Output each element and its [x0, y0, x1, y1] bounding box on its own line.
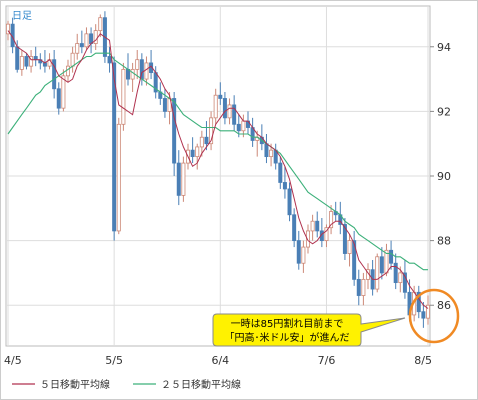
candle-body-down: [287, 188, 292, 216]
candle-body-down: [421, 311, 426, 319]
y-tick-label: 88: [437, 235, 451, 248]
candle-body-up: [75, 43, 80, 54]
candle-body-down: [315, 220, 320, 232]
y-tick-label: 90: [437, 170, 451, 183]
candle-body-down: [292, 214, 297, 242]
candle-body-down: [15, 46, 20, 70]
candle-body-up: [329, 211, 334, 229]
candle-body-up: [70, 52, 75, 67]
candle-body-down: [204, 136, 209, 145]
legend-label-ma25: ２５日移動平均線: [161, 378, 241, 391]
candle-body-up: [241, 120, 246, 132]
x-tick-label: 4/5: [4, 354, 22, 367]
x-tick-labels: 4/5 5/5 6/4 7/6 8/5: [4, 354, 432, 367]
legend: ５日移動平均線 ２５日移動平均線: [12, 378, 241, 391]
candle-body-down: [222, 98, 227, 119]
candle-body-down: [393, 262, 398, 284]
candle-body-down: [162, 98, 167, 112]
candle-body-down: [282, 182, 287, 190]
candle-body-up: [227, 104, 232, 119]
candle-body-up: [209, 117, 214, 145]
candle-body-up: [398, 272, 403, 284]
candle-body-up: [29, 56, 34, 67]
candle-body-down: [112, 62, 117, 232]
candle-body-up: [6, 23, 11, 35]
candle-body-up: [84, 33, 89, 48]
candle-body-down: [52, 59, 57, 90]
annotation-line-2: 「円高･米ドル安」が進んだ: [225, 331, 350, 344]
candle-body-down: [56, 88, 61, 109]
candle-body-down: [172, 98, 177, 164]
candle-body-up: [93, 30, 98, 44]
candle-body-down: [232, 104, 237, 125]
y-tick-label: 92: [437, 105, 451, 118]
candle-body-down: [218, 94, 223, 99]
candle-body-up: [213, 94, 218, 119]
candles: [6, 11, 430, 328]
candle-body-down: [107, 56, 112, 64]
candle-body-down: [389, 249, 394, 264]
candle-body-down: [24, 56, 29, 67]
candle-body-down: [79, 43, 84, 48]
candle-body-up: [66, 65, 71, 77]
callout-box: [212, 313, 406, 347]
highlight-circle: [408, 288, 460, 344]
legend-label-ma5: ５日移動平均線: [40, 378, 110, 391]
candle-body-up: [301, 246, 306, 264]
candle-body-up: [121, 68, 126, 125]
candle-body-down: [190, 149, 195, 158]
annotation: 一時は85円割れ目前まで 「円高･米ドル安」が進んだ: [212, 288, 460, 347]
candle-body-up: [195, 146, 200, 158]
candle-body-up: [61, 75, 66, 109]
period-label: 日足: [12, 10, 32, 22]
candle-body-up: [310, 220, 315, 232]
candle-body-down: [89, 33, 94, 44]
y-tick-label: 94: [437, 41, 451, 54]
candle-body-up: [130, 68, 135, 80]
y-tick-label: 86: [437, 299, 451, 312]
candle-body-up: [361, 278, 366, 296]
candle-body-up: [199, 136, 204, 148]
candle-body-down: [236, 123, 241, 132]
candle-body-up: [19, 56, 24, 70]
moving-average-lines: [7, 30, 429, 309]
x-tick-label: 5/5: [105, 354, 123, 367]
y-tick-labels: 86 88 90 92 94: [430, 41, 451, 312]
candle-body-down: [264, 143, 269, 158]
candle-body-down: [176, 162, 181, 196]
x-tick-label: 6/4: [211, 354, 229, 367]
ma5-line: [7, 30, 429, 309]
candle-body-up: [425, 304, 430, 319]
candle-body-up: [324, 227, 329, 242]
x-tick-label: 8/5: [414, 354, 432, 367]
candle-body-up: [135, 59, 140, 70]
candle-body-up: [269, 149, 274, 158]
candle-body-down: [379, 256, 384, 274]
candle-body-up: [305, 230, 310, 248]
candle-body-down: [278, 162, 283, 183]
candle-body-up: [347, 240, 352, 254]
candle-body-down: [416, 291, 421, 313]
candle-body-up: [98, 17, 103, 32]
annotation-line-1: 一時は85円割れ目前まで: [231, 317, 344, 330]
candle-body-up: [375, 256, 380, 290]
candle-body-up: [181, 162, 186, 196]
ma25-line: [7, 52, 428, 271]
candle-body-down: [352, 240, 357, 280]
candle-body-down: [402, 272, 407, 293]
candle-body-up: [116, 123, 121, 232]
x-tick-label: 7/6: [318, 354, 336, 367]
candle-body-down: [342, 224, 347, 254]
candle-body-down: [356, 278, 361, 296]
candle-body-up: [144, 62, 149, 80]
candle-body-down: [296, 240, 301, 264]
